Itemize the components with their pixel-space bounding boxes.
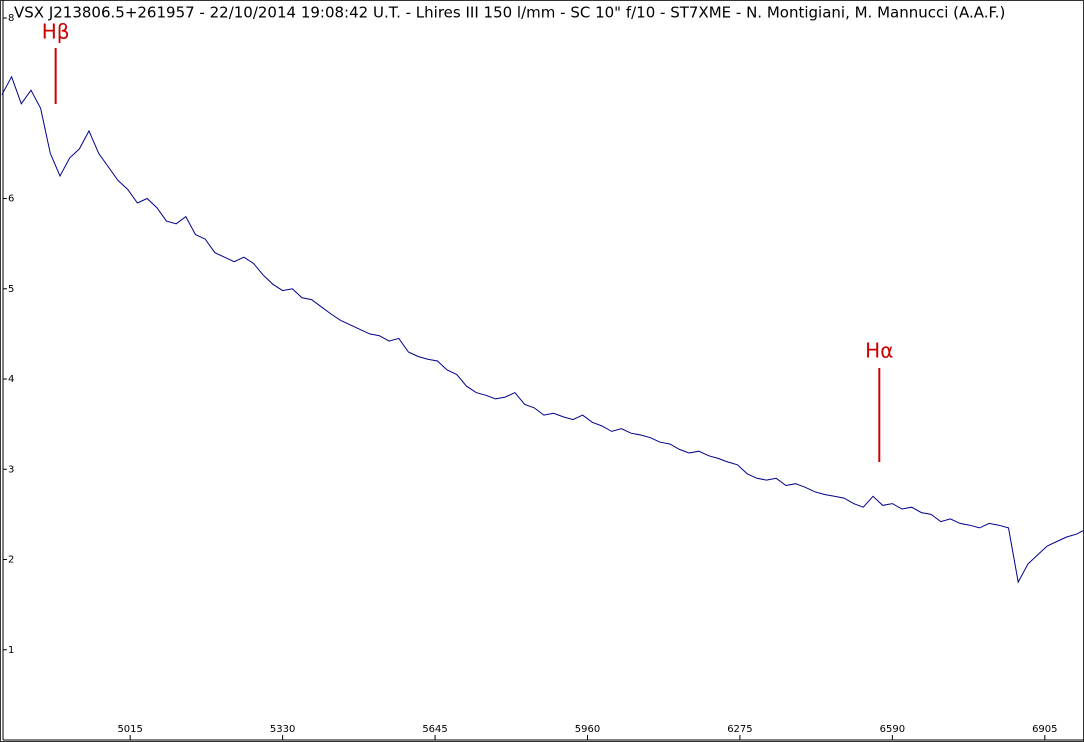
x-tick-label: 5960	[575, 724, 600, 735]
y-tick-label: 3	[8, 464, 14, 475]
chart-title: VSX J213806.5+261957 - 22/10/2014 19:08:…	[14, 4, 1005, 22]
spectrum-line	[1, 75, 1084, 584]
y-tick-label: 4	[8, 374, 14, 385]
y-tick-label: 5	[8, 284, 14, 295]
annotation-label: Hα	[865, 339, 893, 363]
annotation-label: Hβ	[42, 20, 70, 44]
x-tick-label: 5330	[270, 724, 295, 735]
x-tick-label: 6275	[727, 724, 752, 735]
y-tick-label: 2	[8, 555, 14, 566]
x-tick-label: 5015	[117, 724, 142, 735]
x-tick-label: 5645	[422, 724, 447, 735]
x-tick-label: 6590	[880, 724, 905, 735]
x-tick-label: 6905	[1032, 724, 1057, 735]
y-tick-label: 1	[8, 645, 14, 656]
y-tick-label: 8	[8, 13, 14, 24]
y-tick-label: 6	[8, 194, 14, 205]
